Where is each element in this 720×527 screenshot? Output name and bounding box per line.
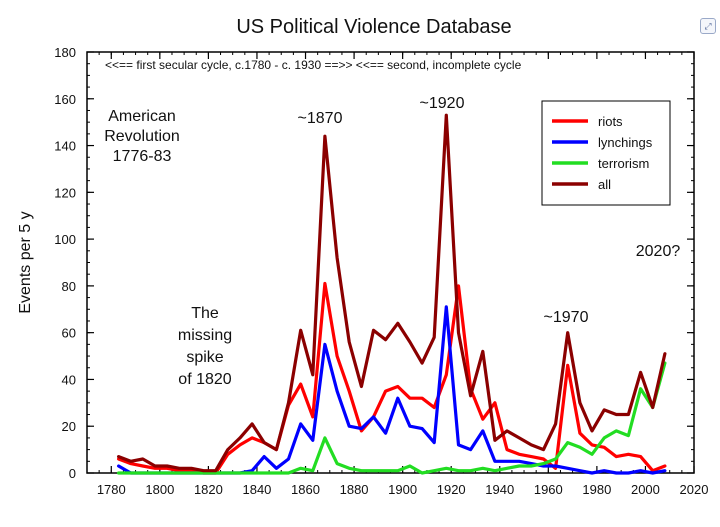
y-tick-label: 20 (62, 419, 76, 434)
annotation-missing-spike: missing (178, 327, 232, 344)
annotation-peak-1920: ~1920 (420, 95, 465, 112)
x-tick-label: 1880 (340, 482, 369, 497)
y-tick-label: 140 (54, 139, 76, 154)
y-tick-label: 80 (62, 279, 76, 294)
x-tick-label: 1800 (145, 482, 174, 497)
x-tick-label: 1820 (194, 482, 223, 497)
chart-title: US Political Violence Database (236, 16, 511, 38)
annotation-question-2020: 2020? (636, 243, 681, 260)
series-line-all (116, 113, 667, 473)
x-tick-label: 1980 (582, 482, 611, 497)
x-tick-label: 1960 (534, 482, 563, 497)
annotation-missing-spike: of 1820 (178, 371, 231, 388)
y-tick-label: 120 (54, 185, 76, 200)
legend-label-all: all (598, 177, 611, 192)
x-tick-label: 2000 (631, 482, 660, 497)
expand-icon[interactable]: ⤢ (700, 18, 716, 34)
y-tick-label: 100 (54, 232, 76, 247)
legend-label-riots: riots (598, 114, 623, 129)
annotation-cycles-banner: <<== first secular cycle, c.1780 - c. 19… (105, 58, 522, 72)
y-tick-label: 160 (54, 92, 76, 107)
x-tick-label: 1860 (291, 482, 320, 497)
x-tick-label: 1780 (97, 482, 126, 497)
x-tick-label: 1900 (388, 482, 417, 497)
y-tick-label: 60 (62, 326, 76, 341)
annotation-peak-1970: ~1970 (544, 309, 589, 326)
x-tick-label: 1940 (485, 482, 514, 497)
series-line-terrorism (116, 361, 667, 475)
x-tick-label: 1920 (437, 482, 466, 497)
legend-label-lynchings: lynchings (598, 135, 653, 150)
legend-box (541, 100, 671, 206)
x-tick-label: 2020 (680, 482, 709, 497)
annotation-peak-1870: ~1870 (298, 110, 343, 127)
y-axis-label: Events per 5 y (17, 211, 34, 313)
y-tick-label: 180 (54, 45, 76, 60)
annotation-missing-spike: spike (186, 349, 223, 366)
annotation-revolution: 1776-83 (113, 148, 172, 165)
x-tick-label: 1840 (242, 482, 271, 497)
legend-label-terrorism: terrorism (598, 156, 649, 171)
annotation-missing-spike: The (191, 305, 219, 322)
y-tick-label: 40 (62, 372, 76, 387)
annotation-revolution: American (108, 108, 176, 125)
annotation-revolution: Revolution (104, 128, 180, 145)
y-tick-label: 0 (69, 466, 76, 481)
